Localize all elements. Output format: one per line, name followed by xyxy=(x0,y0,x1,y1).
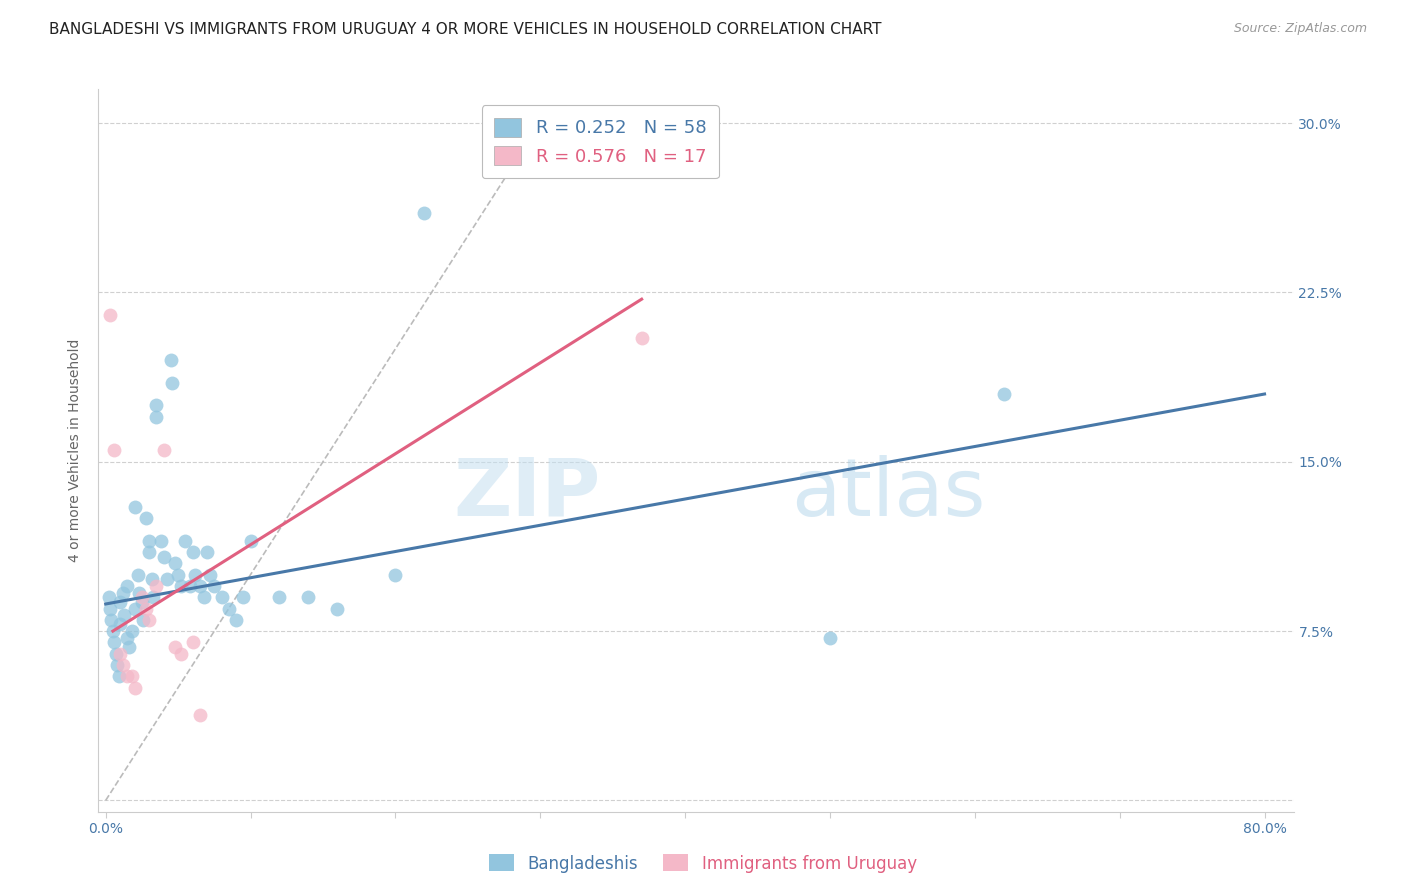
Point xyxy=(162,376,184,390)
Point xyxy=(121,669,143,683)
Point xyxy=(818,631,841,645)
Point xyxy=(152,549,174,564)
Point xyxy=(202,579,225,593)
Point xyxy=(160,353,183,368)
Point xyxy=(179,579,201,593)
Point xyxy=(104,647,127,661)
Point xyxy=(101,624,124,639)
Point xyxy=(170,579,193,593)
Point xyxy=(413,206,436,220)
Point xyxy=(108,617,131,632)
Text: atlas: atlas xyxy=(792,455,986,533)
Text: BANGLADESHI VS IMMIGRANTS FROM URUGUAY 4 OR MORE VEHICLES IN HOUSEHOLD CORRELATI: BANGLADESHI VS IMMIGRANTS FROM URUGUAY 4… xyxy=(49,22,882,37)
Point xyxy=(124,681,146,695)
Point xyxy=(155,572,177,586)
Point xyxy=(117,579,139,593)
Point xyxy=(112,585,135,599)
Point xyxy=(124,601,146,615)
Y-axis label: 4 or more Vehicles in Household: 4 or more Vehicles in Household xyxy=(69,339,83,562)
Point xyxy=(131,591,153,605)
Point xyxy=(100,613,122,627)
Point xyxy=(107,669,129,683)
Point xyxy=(124,500,146,514)
Point xyxy=(103,443,125,458)
Point xyxy=(225,613,247,627)
Point xyxy=(181,545,204,559)
Point xyxy=(138,533,160,548)
Point xyxy=(165,640,187,654)
Point xyxy=(127,567,149,582)
Point xyxy=(188,707,211,722)
Point xyxy=(142,591,165,605)
Point xyxy=(135,601,157,615)
Point xyxy=(121,624,143,639)
Point xyxy=(98,308,121,322)
Point xyxy=(118,640,141,654)
Point xyxy=(97,591,120,605)
Point xyxy=(108,647,131,661)
Point xyxy=(232,591,254,605)
Point xyxy=(141,572,163,586)
Point xyxy=(211,591,233,605)
Point xyxy=(131,595,153,609)
Point xyxy=(167,567,190,582)
Text: Source: ZipAtlas.com: Source: ZipAtlas.com xyxy=(1233,22,1367,36)
Point xyxy=(198,567,221,582)
Point xyxy=(145,398,167,412)
Point xyxy=(149,533,172,548)
Point xyxy=(297,591,319,605)
Legend: R = 0.252   N = 58, R = 0.576   N = 17: R = 0.252 N = 58, R = 0.576 N = 17 xyxy=(482,105,718,178)
Point xyxy=(239,533,262,548)
Point xyxy=(98,601,121,615)
Point xyxy=(105,657,128,672)
Point xyxy=(132,613,155,627)
Point xyxy=(269,591,291,605)
Point xyxy=(326,601,349,615)
Point xyxy=(152,443,174,458)
Point xyxy=(114,608,136,623)
Point xyxy=(112,657,135,672)
Point xyxy=(145,579,167,593)
Point xyxy=(384,567,406,582)
Point xyxy=(184,567,207,582)
Text: ZIP: ZIP xyxy=(453,455,600,533)
Point xyxy=(117,669,139,683)
Point xyxy=(188,579,211,593)
Point xyxy=(195,545,218,559)
Point xyxy=(193,591,215,605)
Legend: Bangladeshis, Immigrants from Uruguay: Bangladeshis, Immigrants from Uruguay xyxy=(482,847,924,880)
Point xyxy=(165,557,187,571)
Point xyxy=(117,631,139,645)
Point xyxy=(630,330,652,344)
Point xyxy=(145,409,167,424)
Point xyxy=(103,635,125,649)
Point xyxy=(174,533,197,548)
Point xyxy=(170,647,193,661)
Point xyxy=(138,613,160,627)
Point xyxy=(218,601,240,615)
Point xyxy=(181,635,204,649)
Point xyxy=(128,585,150,599)
Point xyxy=(138,545,160,559)
Point xyxy=(993,387,1015,401)
Point xyxy=(135,511,157,525)
Point xyxy=(108,595,131,609)
